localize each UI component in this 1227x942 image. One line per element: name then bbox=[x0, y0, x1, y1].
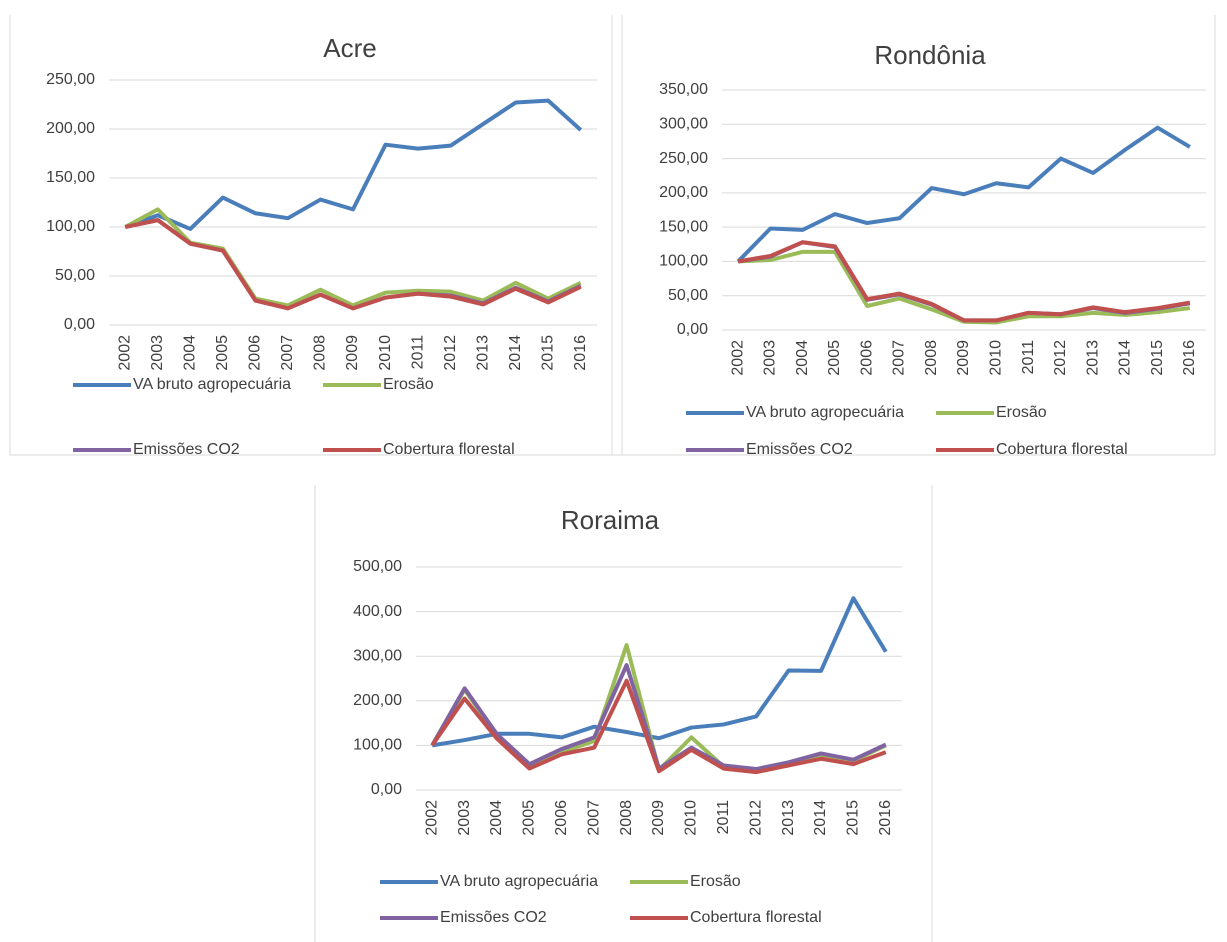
y-tick-label: 150,00 bbox=[659, 218, 708, 235]
x-tick-label: 2014 bbox=[1117, 340, 1134, 376]
x-tick-label: 2007 bbox=[585, 800, 602, 836]
y-tick-label: 50,00 bbox=[668, 287, 708, 304]
x-tick-label: 2003 bbox=[456, 800, 473, 836]
x-tick-label: 2015 bbox=[845, 800, 862, 836]
legend-label: VA bruto agropecuária bbox=[746, 404, 904, 421]
x-tick-label: 2009 bbox=[955, 340, 972, 376]
legend-label: Cobertura florestal bbox=[383, 441, 515, 458]
x-tick-label: 2002 bbox=[423, 800, 440, 836]
x-tick-label: 2007 bbox=[891, 340, 908, 376]
x-tick-label: 2012 bbox=[442, 335, 459, 371]
y-tick-label: 200,00 bbox=[659, 184, 708, 201]
series-line bbox=[430, 663, 887, 772]
series-line bbox=[124, 218, 582, 311]
x-tick-label: 2002 bbox=[729, 340, 746, 376]
x-tick-label: 2004 bbox=[182, 335, 199, 371]
series-line bbox=[737, 240, 1191, 323]
x-tick-label: 2009 bbox=[344, 335, 361, 371]
series-line bbox=[124, 98, 583, 231]
y-tick-label: 200,00 bbox=[353, 692, 402, 709]
x-tick-label: 2006 bbox=[247, 335, 264, 371]
x-tick-label: 2014 bbox=[812, 800, 829, 836]
x-tick-label: 2004 bbox=[488, 800, 505, 836]
legend-label: VA bruto agropecuária bbox=[440, 873, 598, 890]
legend-label: Erosão bbox=[383, 376, 434, 393]
y-tick-label: 400,00 bbox=[353, 603, 402, 620]
x-tick-label: 2016 bbox=[877, 800, 894, 836]
x-tick-label: 2005 bbox=[214, 335, 231, 371]
y-tick-label: 100,00 bbox=[659, 253, 708, 270]
x-tick-label: 2002 bbox=[116, 335, 133, 371]
y-tick-label: 0,00 bbox=[371, 781, 402, 798]
x-tick-label: 2003 bbox=[762, 340, 779, 376]
series-line bbox=[430, 643, 887, 772]
x-tick-label: 2008 bbox=[618, 800, 635, 836]
x-tick-label: 2013 bbox=[1084, 340, 1101, 376]
x-tick-label: 2009 bbox=[650, 800, 667, 836]
series-line bbox=[736, 125, 1191, 263]
y-tick-label: 250,00 bbox=[46, 71, 95, 88]
x-tick-label: 2015 bbox=[539, 335, 556, 371]
series-line bbox=[430, 678, 887, 775]
y-tick-label: 50,00 bbox=[55, 267, 95, 284]
y-tick-label: 200,00 bbox=[46, 120, 95, 137]
x-tick-label: 2011 bbox=[409, 335, 426, 370]
y-tick-label: 300,00 bbox=[659, 116, 708, 133]
x-tick-label: 2006 bbox=[858, 340, 875, 376]
x-tick-label: 2005 bbox=[826, 340, 843, 376]
series-line bbox=[737, 240, 1191, 323]
y-tick-label: 250,00 bbox=[659, 150, 708, 167]
series-line bbox=[431, 596, 888, 748]
y-tick-label: 0,00 bbox=[677, 321, 708, 338]
x-tick-label: 2015 bbox=[1149, 340, 1166, 376]
x-tick-label: 2004 bbox=[794, 340, 811, 376]
chart-title: Roraima bbox=[561, 505, 660, 535]
legend-label: Erosão bbox=[996, 404, 1047, 421]
legend-label: Cobertura florestal bbox=[690, 909, 822, 926]
y-tick-label: 100,00 bbox=[353, 737, 402, 754]
x-tick-label: 2010 bbox=[987, 340, 1004, 376]
y-tick-label: 100,00 bbox=[46, 218, 95, 235]
x-tick-label: 2014 bbox=[507, 335, 524, 371]
x-tick-label: 2016 bbox=[1181, 340, 1198, 376]
chart-title: Acre bbox=[323, 33, 376, 63]
legend-label: VA bruto agropecuária bbox=[133, 376, 291, 393]
y-tick-label: 300,00 bbox=[353, 647, 402, 664]
legend-label: Emissões CO2 bbox=[133, 441, 240, 458]
chart-title: Rondônia bbox=[874, 40, 986, 70]
x-tick-label: 2012 bbox=[747, 800, 764, 836]
legend-label: Emissões CO2 bbox=[440, 909, 547, 926]
y-tick-label: 0,00 bbox=[64, 316, 95, 333]
x-tick-label: 2005 bbox=[521, 800, 538, 836]
x-tick-label: 2011 bbox=[1020, 340, 1037, 375]
x-tick-label: 2010 bbox=[683, 800, 700, 836]
x-tick-label: 2010 bbox=[377, 335, 394, 371]
y-tick-label: 350,00 bbox=[659, 81, 708, 98]
x-tick-label: 2012 bbox=[1052, 340, 1069, 376]
x-tick-label: 2006 bbox=[553, 800, 570, 836]
x-tick-label: 2003 bbox=[149, 335, 166, 371]
x-tick-label: 2013 bbox=[474, 335, 491, 371]
x-tick-label: 2008 bbox=[312, 335, 329, 371]
x-tick-label: 2013 bbox=[780, 800, 797, 836]
legend-label: Cobertura florestal bbox=[996, 441, 1128, 458]
x-tick-label: 2016 bbox=[572, 335, 589, 371]
x-tick-label: 2008 bbox=[923, 340, 940, 376]
y-tick-label: 500,00 bbox=[353, 558, 402, 575]
y-tick-label: 150,00 bbox=[46, 169, 95, 186]
x-tick-label: 2011 bbox=[715, 800, 732, 835]
series-line bbox=[124, 218, 582, 311]
x-tick-label: 2007 bbox=[279, 335, 296, 371]
legend-label: Erosão bbox=[690, 873, 741, 890]
legend-label: Emissões CO2 bbox=[746, 441, 853, 458]
